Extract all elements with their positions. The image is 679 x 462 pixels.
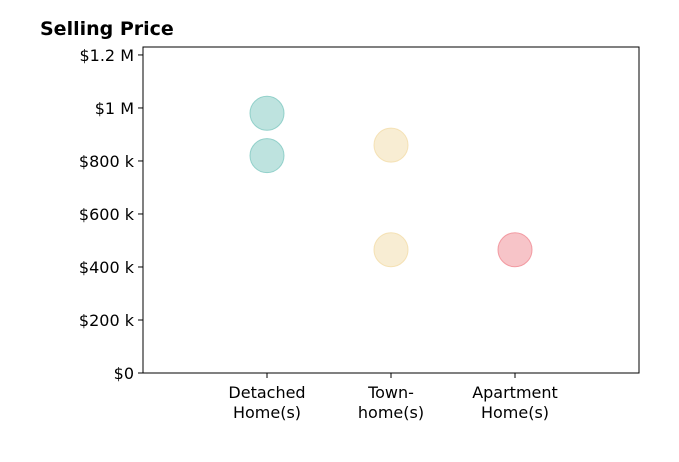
data-point <box>249 95 285 131</box>
plot-area-frame <box>142 46 640 374</box>
y-tick-label: $800 k <box>79 152 135 171</box>
y-tick-label: $1 M <box>95 99 134 118</box>
data-point <box>249 138 285 174</box>
y-tick-label: $1.2 M <box>79 46 134 65</box>
chart-title: Selling Price <box>40 18 174 40</box>
data-point <box>373 232 409 268</box>
data-point <box>497 232 533 268</box>
y-tick-label: $600 k <box>79 205 135 224</box>
y-tick-label: $400 k <box>79 258 135 277</box>
y-tick-label: $0 <box>114 364 134 383</box>
y-axis: $0 $200 k $400 k $600 k $800 k $1 M $1.2 M <box>79 46 143 383</box>
x-tick-label: Detached Home(s) <box>228 383 305 422</box>
x-tick-label: Apartment Home(s) <box>472 383 558 422</box>
x-axis: Detached Home(s) Town-home(s) Apartment Home… <box>228 373 558 422</box>
data-points <box>249 95 533 268</box>
y-tick-label: $200 k <box>79 311 135 330</box>
x-tick-label: Town-home(s) <box>358 383 424 422</box>
data-point <box>373 127 409 163</box>
